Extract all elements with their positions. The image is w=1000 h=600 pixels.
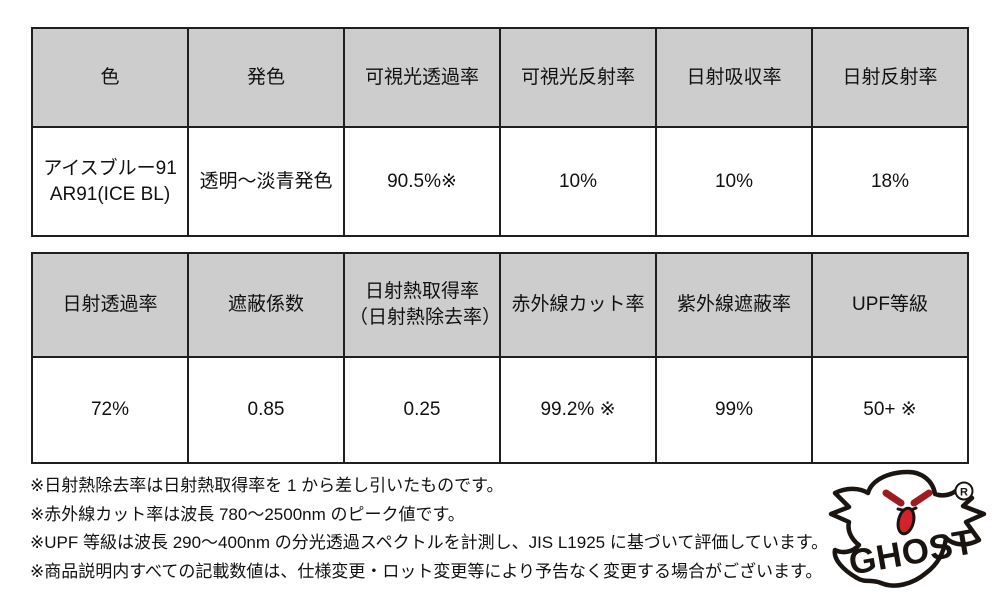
- registered-mark-letter: R: [960, 487, 968, 499]
- optical-header-row: 色 発色 可視光透過率 可視光反射率 日射吸収率 日射反射率: [31, 27, 969, 128]
- header-cell-solar-transmittance: 日射透過率: [31, 252, 189, 358]
- header-cell-shading-coefficient: 遮蔽係数: [187, 252, 345, 358]
- header-cell-solar-absorption: 日射吸収率: [655, 27, 813, 128]
- header-cell-visible-light-transmittance: 可視光透過率: [343, 27, 501, 128]
- solar-data-row: 72% 0.85 0.25 99.2% ※ 99% 50+ ※: [31, 356, 969, 464]
- header-cell-infrared-cut: 赤外線カット率: [499, 252, 657, 358]
- cell-shading-coefficient-value: 0.85: [187, 356, 345, 464]
- footnotes: ※日射熱除去率は日射熱取得率を 1 から差し引いたものです。 ※赤外線カット率は…: [30, 472, 840, 586]
- header-cell-solar-heat-gain: 日射熱取得率 （日射熱除去率）: [343, 252, 501, 358]
- header-cell-uv-shielding: 紫外線遮蔽率: [655, 252, 813, 358]
- header-cell-upf-rating: UPF等級: [811, 252, 969, 358]
- header-cell-visible-light-reflectance: 可視光反射率: [499, 27, 657, 128]
- footnote-heat-removal: ※日射熱除去率は日射熱取得率を 1 から差し引いたものです。: [30, 476, 504, 495]
- ghost-left-eye: [882, 489, 905, 507]
- solar-header-row: 日射透過率 遮蔽係数 日射熱取得率 （日射熱除去率） 赤外線カット率 紫外線遮蔽…: [31, 252, 969, 358]
- cell-upf-rating-value: 50+ ※: [811, 356, 969, 464]
- header-cell-color: 色: [31, 27, 189, 128]
- cell-visible-light-transmittance-value: 90.5%※: [343, 126, 501, 237]
- ghost-logo-icon: GHOST R: [828, 469, 987, 588]
- cell-visible-light-reflectance-value: 10%: [499, 126, 657, 237]
- cell-product-name: アイスブルー91 AR91(ICE BL): [31, 126, 189, 237]
- cell-infrared-cut-value: 99.2% ※: [499, 356, 657, 464]
- registered-mark-circle: [954, 481, 974, 501]
- cell-solar-transmittance-value: 72%: [31, 356, 189, 464]
- ghost-right-eye: [910, 489, 933, 507]
- cell-uv-shielding-value: 99%: [655, 356, 813, 464]
- cell-solar-reflectance-value: 18%: [811, 126, 969, 237]
- ghost-tongue: [896, 506, 916, 536]
- footnote-infrared: ※赤外線カット率は波長 780〜2500nm のピーク値です。: [30, 504, 465, 524]
- footnote-disclaimer: ※商品説明内すべての記載数値は、仕様変更・ロット変更等により予告なく変更する場合…: [30, 561, 823, 581]
- cell-color-development-value: 透明〜淡青発色: [187, 126, 345, 237]
- footnote-upf: ※UPF 等級は波長 290〜400nm の分光透過スペクトルを計測し、JIS …: [30, 533, 829, 552]
- solar-spec-table: 日射透過率 遮蔽係数 日射熱取得率 （日射熱除去率） 赤外線カット率 紫外線遮蔽…: [31, 252, 969, 464]
- optical-spec-table: 色 発色 可視光透過率 可視光反射率 日射吸収率 日射反射率 アイスブルー91 …: [31, 27, 969, 237]
- cell-solar-absorption-value: 10%: [655, 126, 813, 237]
- cell-solar-heat-gain-value: 0.25: [343, 356, 501, 464]
- header-cell-solar-reflectance: 日射反射率: [811, 27, 969, 128]
- optical-data-row: アイスブルー91 AR91(ICE BL) 透明〜淡青発色 90.5%※ 10%…: [31, 126, 969, 237]
- header-cell-color-development: 発色: [187, 27, 345, 128]
- ghost-brand-logo: GHOST R: [816, 462, 998, 598]
